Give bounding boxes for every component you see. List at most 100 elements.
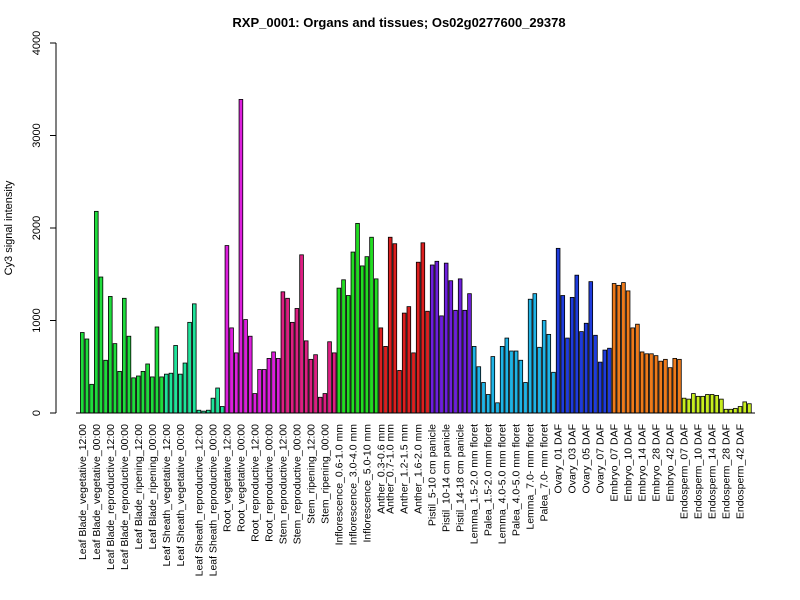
bar bbox=[378, 327, 384, 414]
bar bbox=[513, 350, 519, 414]
bar bbox=[387, 236, 393, 414]
bar bbox=[182, 362, 188, 414]
bar bbox=[639, 351, 645, 414]
x-tick-label: Leaf Sheath_vegetative_00:00 bbox=[175, 424, 187, 567]
x-tick-label: Ovary_01 DAF bbox=[553, 424, 565, 493]
bar bbox=[275, 358, 281, 414]
bar bbox=[397, 370, 402, 414]
bar bbox=[527, 298, 533, 414]
bar bbox=[523, 382, 528, 414]
x-tick-label: Leaf Blade_vegetative_00:00 bbox=[91, 424, 103, 560]
bar bbox=[331, 352, 337, 414]
bar bbox=[425, 310, 430, 414]
bar bbox=[150, 376, 155, 414]
bar bbox=[574, 274, 580, 414]
x-tick-label: Leaf Blade_vegetative_12:00 bbox=[77, 424, 89, 560]
x-tick-label: Palea_7.0- mm floret bbox=[539, 424, 551, 522]
x-tick-label: Leaf Blade_ripening_00:00 bbox=[147, 424, 159, 550]
bar bbox=[719, 398, 724, 414]
bar bbox=[215, 387, 220, 414]
bar bbox=[663, 358, 668, 414]
x-tick-label: Stem_ripening_00:00 bbox=[319, 424, 331, 524]
bar bbox=[630, 327, 636, 414]
bar bbox=[616, 284, 622, 414]
x-tick-label: Inflorescence_3.0-4.0 mm bbox=[347, 424, 359, 546]
bar bbox=[313, 354, 318, 414]
bar bbox=[187, 321, 192, 414]
bar bbox=[476, 366, 482, 414]
x-tick-label: Ovary_07 DAF bbox=[595, 424, 607, 493]
y-tick-label: 2000 bbox=[31, 216, 43, 240]
bar bbox=[504, 337, 510, 414]
bar bbox=[80, 332, 85, 414]
bar bbox=[742, 401, 747, 414]
y-tick-label: 3000 bbox=[31, 123, 43, 147]
x-tick-label: Stem_reproductive_00:00 bbox=[291, 424, 303, 544]
bar bbox=[728, 408, 733, 414]
x-tick-label: Anther_1.6-2.0 mm bbox=[413, 424, 425, 514]
bar bbox=[457, 278, 463, 414]
bar bbox=[691, 393, 696, 414]
bar bbox=[443, 262, 449, 414]
bar bbox=[271, 351, 276, 414]
bar bbox=[164, 373, 169, 414]
bar bbox=[565, 337, 570, 414]
bar bbox=[579, 331, 584, 414]
bar bbox=[467, 293, 472, 414]
y-tick-label: 0 bbox=[31, 410, 43, 416]
bar bbox=[266, 358, 272, 414]
x-tick-label: Embryo_07 DAF bbox=[609, 424, 621, 502]
x-tick-label: Anther_1.2-1.5 mm bbox=[399, 424, 411, 514]
bar bbox=[434, 260, 440, 414]
x-tick-label: Endosperm_07 DAF bbox=[679, 424, 691, 519]
x-tick-label: Embryo_14 DAF bbox=[637, 424, 649, 502]
bar bbox=[621, 282, 626, 414]
bar bbox=[359, 265, 365, 414]
bar bbox=[294, 308, 300, 414]
x-tick-label: Leaf Sheath_reproductive_12:00 bbox=[193, 424, 205, 577]
y-axis-label: Cy3 signal intensity bbox=[3, 180, 15, 275]
bar bbox=[453, 309, 458, 414]
bar bbox=[499, 345, 505, 414]
bar bbox=[392, 243, 398, 414]
bar bbox=[173, 345, 178, 414]
bar bbox=[252, 393, 258, 414]
bar bbox=[341, 279, 346, 414]
bar bbox=[569, 296, 575, 414]
bar bbox=[89, 383, 94, 414]
bar bbox=[94, 210, 99, 414]
bar bbox=[229, 327, 234, 414]
x-tick-label: Pistil_10-14 cm panicle bbox=[441, 424, 453, 532]
bar bbox=[280, 291, 286, 414]
bar bbox=[238, 99, 244, 414]
x-tick-label: Root_reproductive_12:00 bbox=[249, 424, 261, 542]
bar bbox=[551, 371, 556, 414]
bar bbox=[518, 359, 524, 414]
bar bbox=[154, 326, 160, 414]
bar bbox=[308, 358, 314, 414]
bar bbox=[136, 375, 141, 414]
bar bbox=[243, 319, 248, 414]
bar bbox=[406, 306, 412, 414]
bar bbox=[140, 370, 146, 414]
x-tick-label: Pistil_14-18 cm panicle bbox=[455, 424, 467, 532]
x-tick-label: Embryo_28 DAF bbox=[651, 424, 663, 502]
bar bbox=[415, 261, 421, 414]
bar bbox=[98, 276, 104, 414]
x-tick-label: Root_vegetative_12:00 bbox=[221, 424, 233, 532]
bar bbox=[532, 293, 538, 414]
bar bbox=[509, 350, 514, 414]
bar bbox=[681, 397, 687, 414]
bar bbox=[247, 335, 253, 414]
bar bbox=[210, 397, 216, 414]
bar bbox=[103, 359, 108, 414]
bar bbox=[411, 352, 416, 414]
bar bbox=[555, 247, 561, 414]
bar bbox=[117, 370, 122, 414]
bar bbox=[322, 393, 328, 414]
y-axis: 0 1000 2000 3000 4000 bbox=[31, 31, 57, 416]
bar bbox=[168, 372, 174, 414]
bar bbox=[345, 295, 351, 414]
x-tick-label: Lemma_7.0- mm floret bbox=[525, 424, 537, 530]
bar bbox=[672, 358, 678, 414]
